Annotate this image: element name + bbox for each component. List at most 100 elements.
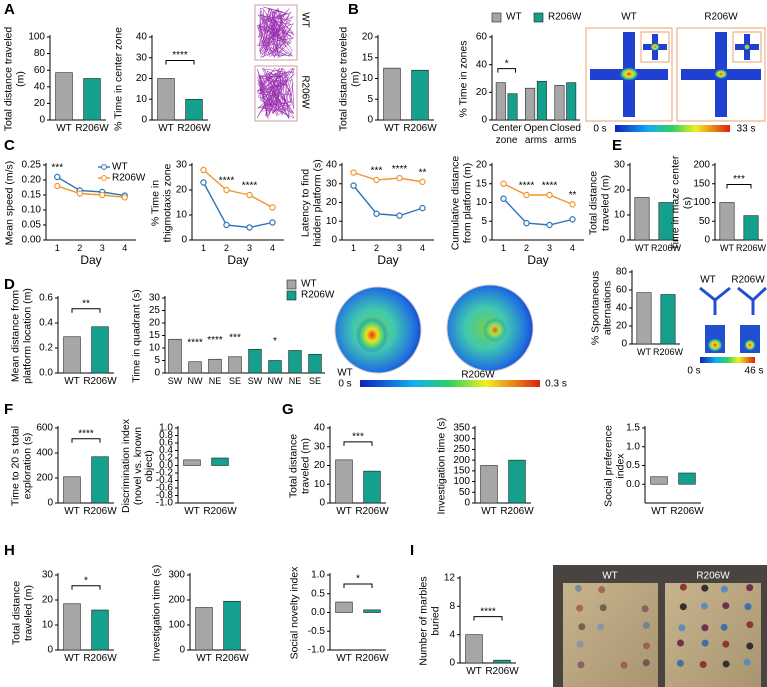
marble (679, 603, 687, 611)
y-tick-label: 100 (168, 620, 185, 631)
x-tick-label: WT (481, 506, 497, 517)
x-tick-label: WT (158, 123, 174, 134)
legend-label: WT (112, 162, 128, 173)
y-axis-label: Social novelty index (288, 566, 301, 659)
x-tick-label: 4 (569, 243, 575, 253)
bar (91, 456, 109, 504)
significance-label: ** (419, 168, 427, 179)
x-axis-label: Day (377, 253, 399, 267)
x-tick-label: R206W (485, 666, 519, 677)
legend-label: WT (506, 12, 522, 23)
marble (676, 659, 684, 667)
bar (508, 459, 526, 504)
bar (678, 472, 696, 485)
marble (720, 585, 728, 593)
significance-bracket (473, 616, 503, 621)
significance-label: ** (569, 190, 577, 201)
image-label: R206W (696, 571, 730, 582)
significance-bracket (343, 583, 373, 588)
point (546, 191, 553, 199)
marble (700, 602, 708, 610)
x-tick-label: 2 (77, 243, 83, 253)
point (396, 174, 403, 182)
y-tick-label: 30 (176, 160, 188, 171)
y-tick-label: 0.15 (22, 190, 42, 201)
colorbar (615, 125, 730, 132)
x-tick-label: 4 (122, 243, 128, 253)
bar (55, 72, 73, 121)
legend-swatch (533, 12, 544, 23)
x-tick-label: NW (267, 376, 283, 386)
bar (554, 85, 565, 121)
y-tick-label: 100 (28, 32, 45, 43)
point (500, 195, 507, 202)
panel-letter: E (612, 137, 623, 154)
y-tick-label: 0 (319, 498, 325, 509)
y-tick-label: 20 (614, 185, 626, 196)
x-tick-label: R206W (75, 123, 109, 134)
x-axis-label: Day (527, 253, 549, 267)
y-tick-label: -0.6 (156, 483, 174, 494)
y-tick-label: 0.25 (22, 160, 42, 171)
significance-label: *** (371, 166, 383, 177)
y-axis-label: Investigation time (s) (435, 417, 448, 514)
significance-bracket (343, 441, 373, 446)
y-tick-label: 0 (39, 115, 45, 126)
y-axis-label: Time in maze center (s) (669, 155, 694, 250)
y-tick-label: 0.20 (22, 175, 42, 186)
legend-swatch (101, 164, 107, 170)
x-tick-label: WT (196, 653, 212, 664)
legend-label: R206W (301, 290, 335, 301)
x-tick-label: 2 (373, 243, 379, 253)
marble (620, 661, 628, 669)
marble (598, 586, 606, 594)
y-axis-label: Total distance traveled (m) (10, 580, 35, 645)
marble (576, 604, 584, 612)
marble (701, 624, 709, 632)
significance-label: **** (519, 181, 535, 192)
y-tick-label: 1.0 (626, 441, 640, 452)
significance-label: * (273, 336, 277, 347)
y-tick-label: 20 (42, 595, 54, 606)
y-tick-label: 0 (331, 235, 337, 246)
bar (536, 80, 547, 121)
significance-bracket (71, 585, 101, 590)
point (223, 221, 230, 229)
y-axis-label: Time to 20 s total exploration (s) (9, 425, 34, 506)
bar (493, 659, 511, 664)
y-tick-label: 30 (614, 160, 626, 171)
bar (308, 353, 322, 374)
significance-label: **** (242, 181, 258, 192)
marble (701, 584, 709, 592)
panel-letter: F (4, 401, 14, 418)
bar (188, 361, 202, 374)
marble (578, 623, 586, 631)
y-maze (699, 286, 767, 315)
bar (480, 465, 498, 504)
x-tick-label: WT (336, 506, 352, 517)
colorbar (360, 380, 540, 387)
significance-label: **** (219, 176, 235, 187)
y-tick-label: -1.0 (156, 498, 174, 509)
y-tick-label: 0 (481, 115, 487, 126)
image-label: R206W (704, 12, 738, 23)
legend-label: WT (301, 279, 317, 290)
y-tick-label: 400 (36, 448, 53, 459)
marble (701, 639, 709, 647)
y-tick-label: 8 (449, 601, 455, 612)
image-label: R206W (461, 370, 495, 381)
y-tick-label: 200 (168, 595, 185, 606)
point (246, 224, 253, 231)
y-tick-label: 0.4 (159, 445, 173, 456)
y-tick-label: 30 (42, 570, 54, 581)
y-tick-label: 30 (314, 441, 326, 452)
marble (599, 604, 607, 612)
x-tick-label: WT (336, 653, 352, 664)
y-tick-label: 0 (621, 339, 627, 350)
y-tick-label: 150 (453, 465, 470, 476)
y-tick-label: 30 (326, 178, 338, 189)
x-tick-label: WT (56, 123, 72, 134)
y-tick-label: 20 (616, 321, 628, 332)
x-tick-label: WT (637, 347, 651, 357)
y-tick-label: 0.10 (22, 205, 42, 216)
